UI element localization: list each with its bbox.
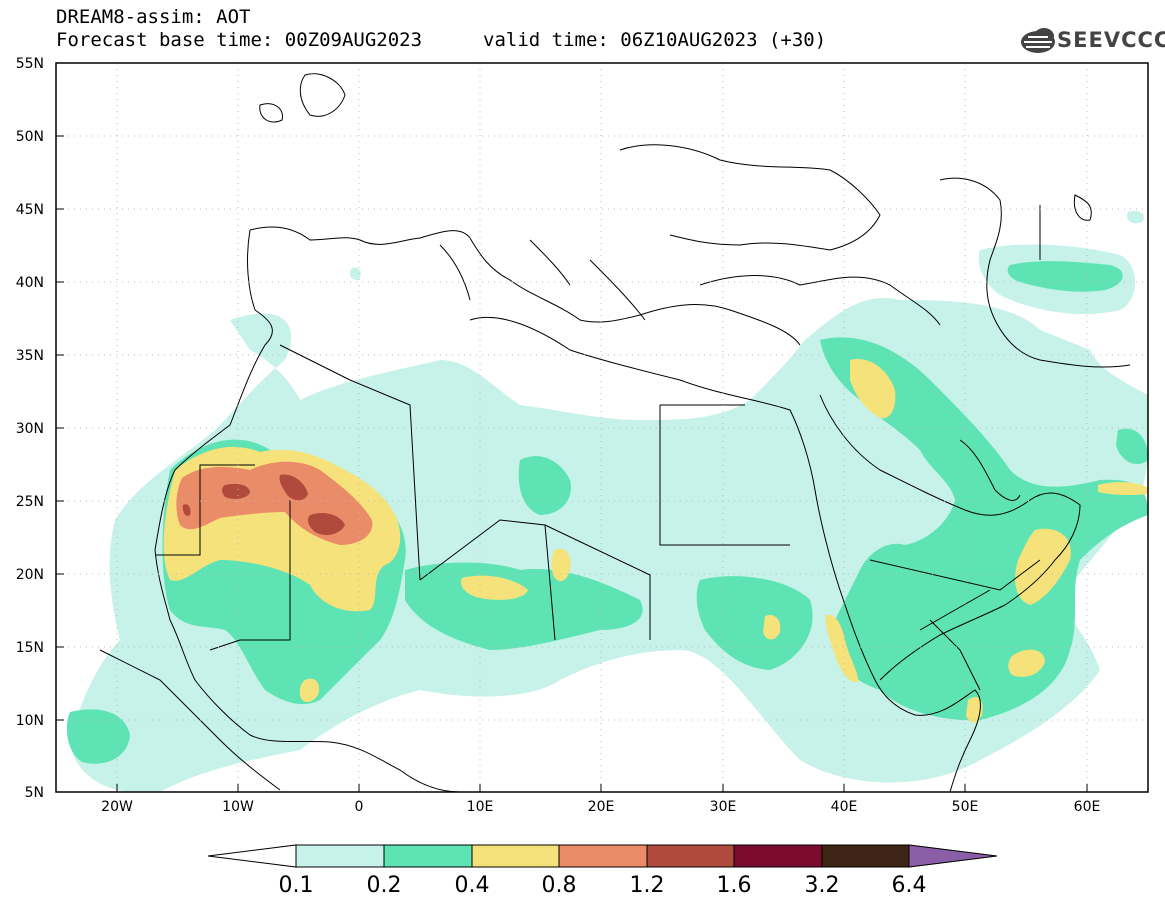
lat-label: 55N xyxy=(16,56,44,72)
lon-label: 20W xyxy=(101,799,133,815)
lat-label: 10N xyxy=(16,713,44,729)
model-title: DREAM8-assim: AOT xyxy=(56,6,251,28)
base-time: Forecast base time: 00Z09AUG2023 xyxy=(56,29,423,51)
colorbar-label: 1.6 xyxy=(717,873,752,898)
aot-level-1.2 xyxy=(182,474,345,536)
colorbar-label: 0.8 xyxy=(542,873,577,898)
colorbar-segment xyxy=(383,844,473,868)
colorbar-label: 0.2 xyxy=(367,873,402,898)
lon-label: 60E xyxy=(1074,799,1101,815)
colorbar-label: 0.1 xyxy=(279,873,314,898)
cloud-logo-icon xyxy=(1021,28,1055,53)
lon-label: 30E xyxy=(710,799,737,815)
colorbar-segment xyxy=(295,844,385,868)
lat-label: 25N xyxy=(16,494,44,510)
lat-label: 20N xyxy=(16,567,44,583)
lat-label: 40N xyxy=(16,275,44,291)
colorbar-labels: 0.1 0.2 0.4 0.8 1.2 1.6 3.2 6.4 xyxy=(279,873,927,898)
colorbar-segment xyxy=(471,844,560,868)
colorbar-label: 3.2 xyxy=(805,873,840,898)
colorbar-segment xyxy=(558,844,648,868)
lat-label: 30N xyxy=(16,421,44,437)
lat-label: 50N xyxy=(16,129,44,145)
colorbar-segment-low xyxy=(207,844,297,868)
colorbar-segment xyxy=(646,844,735,868)
longitude-labels: 20W 10W 0 10E 20E 30E 40E 50E 60E xyxy=(101,799,1100,815)
latitude-labels: 55N 50N 45N 40N 35N 30N 25N 20N 15N 10N … xyxy=(16,56,44,801)
colorbar xyxy=(207,844,998,868)
lat-label: 45N xyxy=(16,202,44,218)
lat-label: 15N xyxy=(16,640,44,656)
lon-label: 50E xyxy=(952,799,979,815)
lon-label: 0 xyxy=(355,799,364,815)
lat-label: 35N xyxy=(16,348,44,364)
colorbar-segment xyxy=(733,844,823,868)
aot-contours xyxy=(66,210,1148,792)
colorbar-segment xyxy=(821,844,910,868)
lon-label: 10E xyxy=(467,799,494,815)
lat-label: 5N xyxy=(25,785,44,801)
colorbar-label: 1.2 xyxy=(630,873,665,898)
logo-text: SEEVCCC xyxy=(1057,28,1165,52)
colorbar-segment-high xyxy=(908,844,998,868)
lon-label: 20E xyxy=(588,799,615,815)
graticule xyxy=(56,63,1148,792)
colorbar-label: 6.4 xyxy=(892,873,927,898)
coastlines xyxy=(99,73,1131,792)
axis-ticks xyxy=(56,62,1088,792)
lon-label: 10W xyxy=(222,799,254,815)
valid-time: valid time: 06Z10AUG2023 (+30) xyxy=(483,29,827,51)
lon-label: 40E xyxy=(831,799,858,815)
colorbar-label: 0.4 xyxy=(455,873,490,898)
